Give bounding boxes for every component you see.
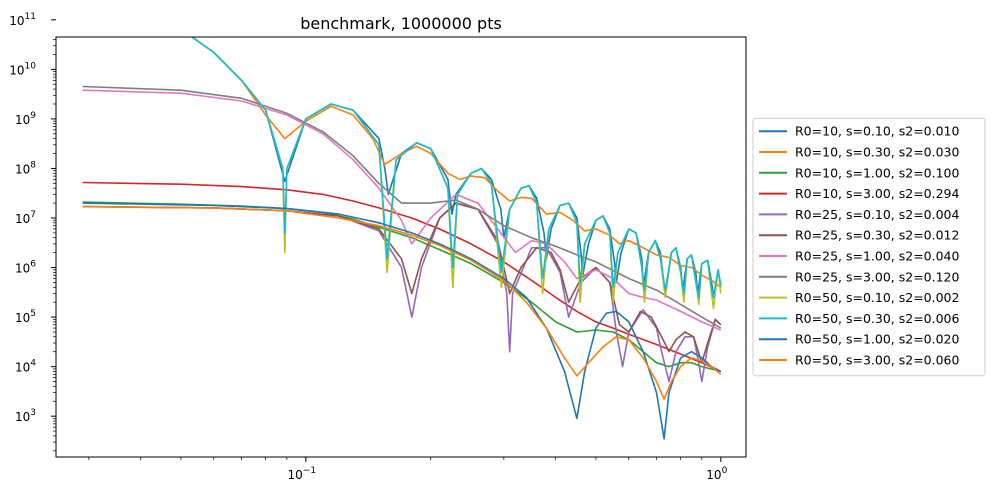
- x-tick-label-1-exp: 0: [722, 466, 728, 476]
- legend-label-2: R0=10, s=1.00, s2=0.100: [795, 165, 960, 180]
- series-line-9: [190, 37, 722, 299]
- y-tick-label-5-base: 10: [15, 162, 30, 176]
- legend-label-1: R0=10, s=0.30, s2=0.030: [795, 145, 960, 160]
- y-tick-label-3-exp: 6: [30, 260, 36, 270]
- y-tick-label-0-exp: 3: [30, 408, 36, 418]
- series-layer: [82, 37, 722, 440]
- legend-label-10: R0=50, s=1.00, s2=0.020: [795, 332, 960, 347]
- x-tick-label-1: 100: [706, 466, 727, 482]
- series-line-1: [190, 37, 722, 288]
- y-tick-label-0: 103: [15, 408, 36, 424]
- y-tick-label-6-base: 10: [15, 113, 30, 127]
- legend-label-0: R0=10, s=0.10, s2=0.010: [795, 124, 960, 139]
- y-tick-label-8: 1011: [9, 12, 36, 28]
- y-tick-label-8-exp: 11: [25, 12, 36, 22]
- series-line-4: [82, 202, 722, 383]
- y-tick-label-3: 106: [15, 260, 36, 276]
- y-tick-label-8-base: 10: [9, 14, 24, 28]
- y-tick-label-2: 105: [15, 309, 36, 325]
- plot-frame: [55, 36, 747, 458]
- y-tick-label-5: 108: [15, 160, 36, 176]
- legend-label-4: R0=25, s=0.10, s2=0.004: [795, 207, 960, 222]
- y-tick-label-7-base: 10: [9, 63, 24, 77]
- legend-label-11: R0=50, s=3.00, s2=0.060: [795, 353, 960, 368]
- y-tick-label-6: 109: [15, 111, 36, 127]
- y-tick-label-1-base: 10: [15, 361, 30, 375]
- x-tick-label-1-base: 10: [706, 468, 721, 482]
- y-tick-label-7-exp: 10: [25, 61, 37, 71]
- series-line-7: [82, 85, 722, 329]
- plot-area: [56, 37, 746, 457]
- x-tick-label-0: 10−1: [288, 466, 317, 482]
- y-tick-label-6-exp: 9: [30, 111, 36, 121]
- legend-label-5: R0=25, s=0.30, s2=0.012: [795, 228, 959, 243]
- legend: R0=10, s=0.10, s2=0.010 R0=10, s=0.30, s2…: [752, 117, 986, 377]
- chart-title: benchmark, 1000000 pts: [300, 14, 502, 33]
- legend-label-3: R0=10, s=3.00, s2=0.294: [795, 186, 960, 201]
- legend-label-9: R0=50, s=0.30, s2=0.006: [795, 311, 960, 326]
- series-line-11: [82, 205, 722, 400]
- y-tick-label-2-exp: 5: [30, 309, 36, 319]
- y-tick-label-3-base: 10: [15, 262, 30, 276]
- x-axis: 10−1 100: [288, 457, 728, 482]
- y-tick-label-4: 107: [15, 210, 36, 226]
- y-tick-label-7: 1010: [9, 61, 36, 77]
- y-tick-label-4-base: 10: [15, 212, 30, 226]
- legend-box: [752, 117, 986, 377]
- legend-label-7: R0=25, s=3.00, s2=0.120: [795, 269, 960, 284]
- y-tick-label-2-base: 10: [15, 311, 30, 325]
- y-tick-label-5-exp: 8: [30, 160, 36, 170]
- series-line-10: [82, 202, 722, 440]
- legend-label-8: R0=50, s=0.10, s2=0.002: [795, 290, 959, 305]
- y-tick-label-1: 104: [15, 359, 36, 375]
- y-tick-label-0-base: 10: [15, 410, 30, 424]
- series-line-5: [82, 202, 722, 364]
- y-tick-label-4-exp: 7: [30, 210, 36, 220]
- x-tick-label-0-exp: −1: [303, 466, 316, 476]
- legend-label-6: R0=25, s=1.00, s2=0.040: [795, 249, 960, 264]
- y-tick-label-1-exp: 4: [30, 359, 36, 369]
- x-tick-label-0-base: 10: [288, 468, 303, 482]
